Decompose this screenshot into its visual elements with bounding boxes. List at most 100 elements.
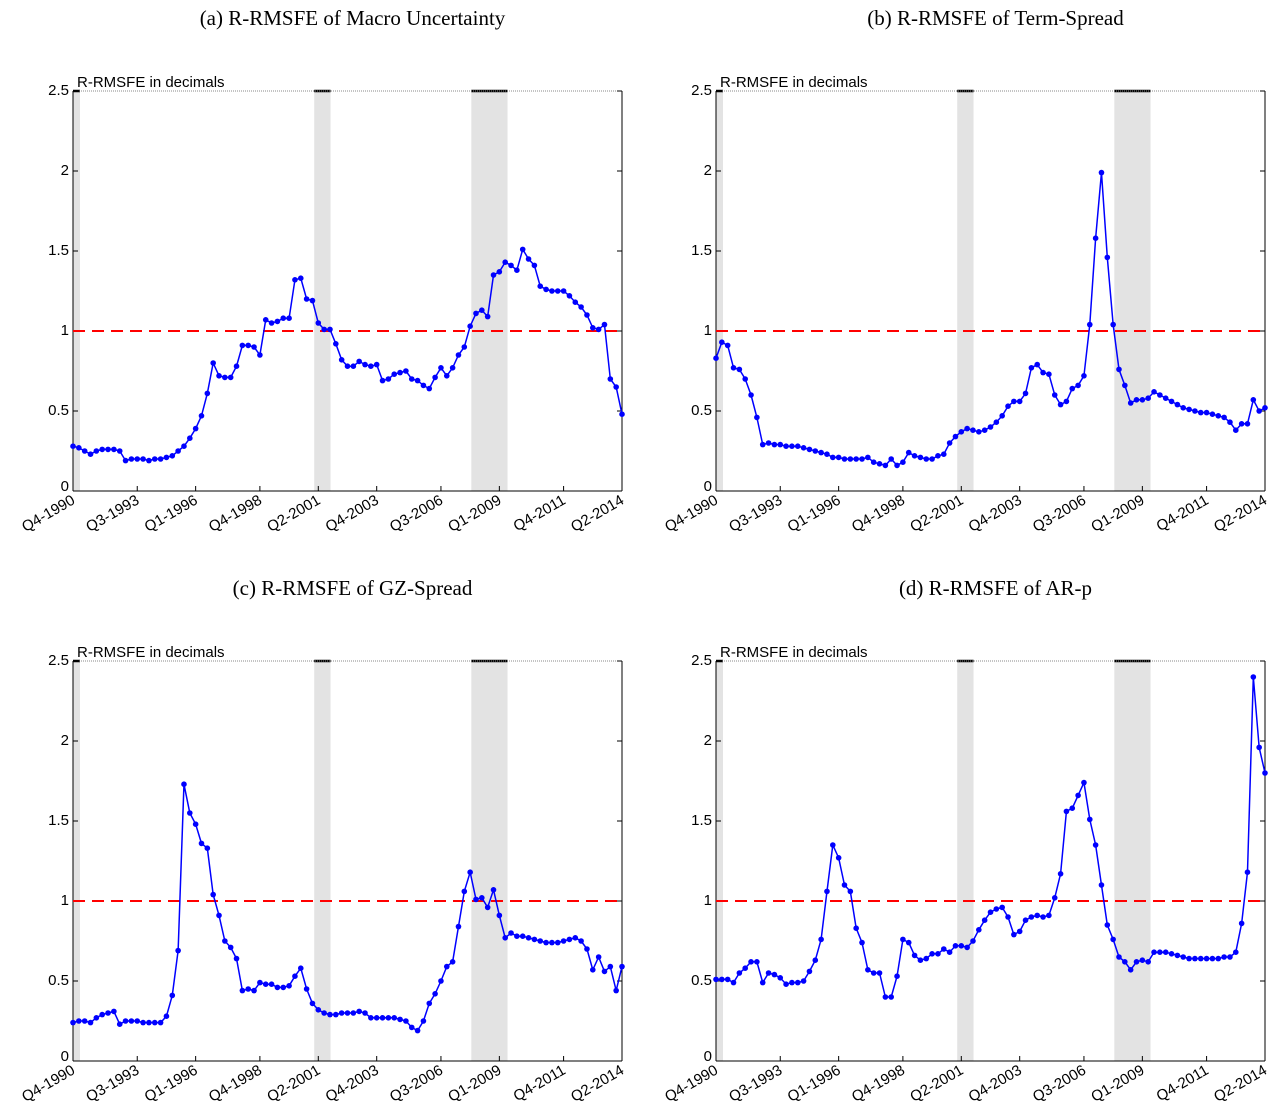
data-point: [724, 342, 731, 349]
data-point: [286, 315, 292, 322]
data-point: [730, 365, 737, 371]
data-point: [917, 957, 924, 963]
data-point: [274, 984, 281, 991]
data-point: [830, 454, 836, 461]
data-point: [140, 1019, 146, 1026]
data-point: [1069, 805, 1076, 811]
data-point: [1005, 914, 1011, 920]
data-point: [350, 1010, 357, 1016]
data-point: [1209, 955, 1216, 962]
data-point: [742, 376, 749, 382]
data-point: [157, 1019, 164, 1026]
y-tick-label: 0.5: [691, 972, 712, 989]
data-point: [1040, 369, 1046, 376]
data-point: [1215, 955, 1222, 962]
data-point: [385, 1015, 392, 1021]
data-point: [111, 1008, 117, 1015]
data-point: [987, 424, 994, 430]
data-point: [245, 342, 252, 349]
x-tick-label: Q2-2001: [907, 492, 966, 536]
data-point: [719, 339, 725, 346]
data-point: [169, 992, 176, 999]
data-point: [1174, 952, 1181, 959]
x-tick-label: Q4-1990: [19, 492, 78, 536]
data-point: [917, 454, 924, 461]
data-point: [1203, 955, 1210, 962]
data-point: [1104, 254, 1111, 261]
x-tick-label: Q4-2003: [323, 492, 382, 536]
data-point: [455, 923, 462, 930]
x-tick-label: Q3-2006: [387, 1062, 446, 1106]
data-point: [1197, 955, 1204, 962]
data-point: [1133, 959, 1140, 965]
data-point: [81, 448, 88, 454]
data-point: [438, 365, 444, 371]
data-point: [157, 456, 164, 462]
data-point: [1122, 959, 1128, 965]
x-tick-label: Q4-1998: [849, 492, 908, 536]
data-point: [1145, 395, 1151, 402]
data-point: [1011, 398, 1017, 405]
data-point: [484, 904, 491, 911]
data-point: [952, 433, 959, 440]
data-point: [935, 453, 941, 459]
data-point: [70, 1019, 76, 1026]
y-tick-label: 2.5: [691, 82, 712, 99]
data-point: [257, 352, 263, 358]
data-point: [841, 456, 848, 462]
data-point: [479, 895, 485, 901]
recession-shade: [716, 661, 724, 1061]
data-point: [467, 869, 473, 875]
data-point: [327, 326, 333, 333]
y-tick-label: 2: [704, 162, 712, 179]
data-point: [362, 1010, 368, 1016]
y-tick-label: 2: [61, 732, 69, 749]
data-point: [730, 979, 737, 986]
chart-panel: (a) R-RMSFE of Macro Uncertainty 0 0.5 1 1.5…: [19, 6, 627, 536]
data-point: [595, 954, 602, 960]
y-tick-label: 2.5: [691, 652, 712, 669]
x-tick-label: Q3-2006: [1030, 492, 1089, 536]
y-tick-label: 2.5: [48, 652, 69, 669]
recession-shade: [957, 91, 974, 491]
y-tick-label: 2: [61, 162, 69, 179]
data-point: [508, 262, 514, 269]
data-point: [181, 781, 187, 787]
data-point: [356, 358, 362, 365]
data-point: [713, 976, 719, 983]
data-point: [514, 267, 520, 274]
data-point: [789, 443, 795, 450]
data-point: [560, 938, 567, 944]
data-point: [373, 361, 380, 368]
data-point: [777, 441, 784, 448]
data-point: [713, 355, 719, 362]
data-point: [601, 968, 608, 975]
data-point: [748, 392, 754, 398]
x-tick-label: Q3-2006: [1030, 1062, 1089, 1106]
data-point: [1016, 928, 1023, 935]
x-tick-label: Q1-1996: [785, 1062, 844, 1106]
x-tick-label: Q4-2011: [511, 1062, 569, 1105]
y-tick-label: 1.5: [48, 242, 69, 259]
data-point: [222, 374, 228, 381]
data-point: [519, 246, 526, 253]
data-point: [870, 970, 877, 976]
data-point: [1098, 169, 1105, 176]
series-line: [72, 247, 623, 462]
data-point: [935, 951, 941, 957]
data-point: [870, 459, 877, 466]
data-point: [105, 1010, 111, 1016]
data-point: [1256, 744, 1262, 751]
data-point: [537, 283, 544, 290]
data-point: [251, 344, 257, 350]
data-point: [443, 373, 450, 379]
data-point: [1244, 869, 1251, 875]
data-point: [368, 363, 374, 370]
data-point: [338, 357, 345, 363]
data-point: [333, 1011, 339, 1018]
chart-panel: (c) R-RMSFE of GZ-Spread 0 0.5 1 1.5 2 2.5 R-RM…: [19, 576, 627, 1106]
data-point: [812, 957, 819, 963]
chart-panel: (d) R-RMSFE of AR-p 0 0.5 1 1.5 2 2.5 R-RMSFE i…: [662, 576, 1270, 1106]
data-point: [473, 896, 479, 903]
